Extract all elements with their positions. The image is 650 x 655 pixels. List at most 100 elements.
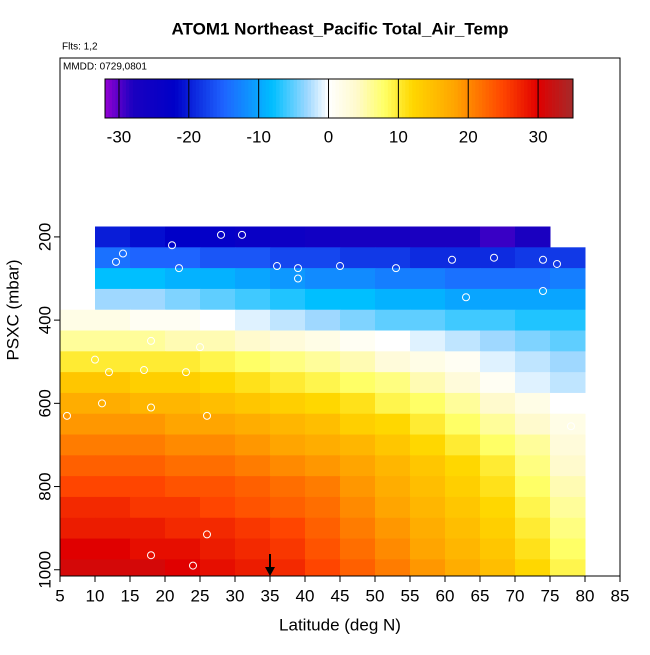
x-tick-label: 85 — [611, 586, 630, 605]
heat-cell — [515, 268, 551, 290]
colorbar-cell — [545, 79, 549, 118]
colorbar-cell — [475, 79, 480, 118]
heat-cell — [270, 226, 306, 248]
observation-point — [175, 264, 183, 273]
heat-cell — [130, 226, 166, 248]
colorbar-cell — [153, 79, 158, 118]
heat-cell — [165, 476, 201, 498]
colorbar-tick-label: 20 — [459, 127, 478, 146]
observation-point — [147, 551, 155, 560]
colorbar-cell — [345, 79, 350, 118]
heat-cell — [235, 392, 271, 415]
colorbar-cell — [363, 79, 368, 118]
colorbar-cell — [181, 79, 186, 118]
heat-cell — [550, 517, 586, 540]
heat-cell — [95, 392, 131, 415]
heat-cell — [480, 517, 516, 540]
heat-cell — [410, 330, 446, 352]
colorbar-cell — [457, 79, 462, 118]
colorbar-cell — [370, 79, 375, 118]
colorbar-cell — [377, 79, 382, 118]
heat-cell — [235, 372, 271, 394]
heat-cell — [340, 330, 376, 352]
heat-cell — [410, 413, 446, 436]
heat-cell — [130, 434, 166, 456]
colorbar-tick-label: -30 — [107, 127, 132, 146]
heat-cell — [515, 476, 551, 498]
heat-cell — [480, 330, 516, 352]
heat-cell — [445, 268, 481, 290]
heat-cell — [270, 288, 306, 311]
observation-point — [294, 264, 302, 273]
x-tick-label: 55 — [401, 586, 420, 605]
colorbar-cell — [524, 79, 528, 118]
heat-cell — [550, 372, 586, 394]
heat-cell — [515, 226, 551, 248]
colorbar-cell — [478, 79, 483, 118]
heat-cell — [270, 330, 306, 352]
heat-cell — [235, 351, 271, 373]
x-tick-label: 45 — [331, 586, 350, 605]
heat-cell — [235, 288, 271, 311]
heat-cell — [445, 517, 481, 540]
colorbar-cell — [356, 79, 361, 118]
heat-cell — [480, 268, 516, 290]
colorbar-cell — [450, 79, 455, 118]
x-tick-label: 10 — [86, 586, 105, 605]
heat-cell — [60, 434, 96, 456]
heat-cell — [480, 538, 516, 560]
heat-cell — [375, 268, 411, 290]
heat-cell — [200, 309, 236, 332]
heat-cell — [270, 392, 306, 415]
heat-cell — [550, 247, 586, 269]
colorbar-cell — [293, 79, 298, 118]
heat-cell — [410, 268, 446, 290]
observation-point — [553, 259, 561, 268]
heat-cell — [200, 288, 236, 311]
x-tick-label: 25 — [191, 586, 210, 605]
heat-cell — [165, 538, 201, 560]
heat-cell — [270, 309, 306, 332]
colorbar-cell — [227, 79, 232, 118]
colorbar-cell — [531, 79, 535, 118]
heat-cell — [235, 517, 271, 540]
colorbar-frame — [104, 78, 574, 119]
colorbar-cell — [559, 79, 563, 118]
heat-cell — [95, 538, 131, 560]
heat-cell — [60, 351, 96, 373]
heat-cell — [480, 455, 516, 477]
observation-point — [336, 262, 344, 271]
heat-cell — [235, 496, 271, 519]
heat-cell — [60, 330, 96, 352]
heat-cell — [340, 476, 376, 498]
heat-cell — [340, 309, 376, 332]
heat-cell — [130, 517, 166, 540]
heat-cell — [445, 392, 481, 415]
heat-cell — [165, 351, 201, 373]
colorbar-cell — [230, 79, 235, 118]
colorbar-cell — [373, 79, 378, 118]
colorbar-cell — [489, 79, 494, 118]
heat-cell — [200, 268, 236, 290]
heat-cell — [340, 413, 376, 436]
heat-cell — [95, 330, 131, 352]
heat-cell — [305, 226, 341, 248]
heat-cell — [340, 372, 376, 394]
heat-cell — [60, 496, 96, 519]
heat-cell — [445, 538, 481, 560]
observation-point — [147, 336, 155, 345]
heat-cell — [340, 496, 376, 519]
heat-cell — [340, 268, 376, 290]
heat-cell — [130, 247, 166, 269]
heat-cell — [235, 538, 271, 560]
observation-point — [63, 411, 71, 420]
observation-point — [238, 230, 246, 239]
heat-cell — [305, 330, 341, 352]
heat-cell — [95, 226, 131, 248]
colorbar-cell — [290, 79, 294, 118]
heat-cell — [410, 455, 446, 477]
heat-cell — [165, 559, 201, 577]
colorbar-cell — [171, 79, 176, 118]
heat-cell — [165, 517, 201, 540]
heat-cell — [445, 226, 481, 248]
